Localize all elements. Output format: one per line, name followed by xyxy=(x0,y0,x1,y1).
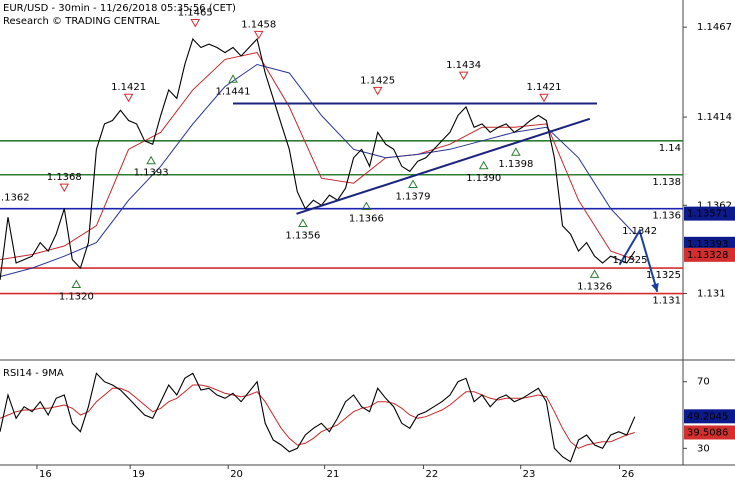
level-label: 1.14 xyxy=(659,143,681,154)
price-line xyxy=(0,372,636,463)
price-tag-label: 1.13571 xyxy=(687,209,728,220)
low-marker xyxy=(478,160,489,170)
low-marker xyxy=(361,201,372,211)
rsi-title: RSI14 - 9MA xyxy=(3,368,64,379)
annotation-label: 1.1379 xyxy=(396,191,431,202)
annotation-label: 1.1356 xyxy=(285,230,320,241)
y-tick-label: 1.1414 xyxy=(697,112,732,123)
price-tag-label: 39.5086 xyxy=(687,427,728,438)
annotation-label: 1.1320 xyxy=(59,292,94,303)
chart-title: EUR/USD - 30min - 11/26/2018 05:35:56 (C… xyxy=(3,3,236,14)
low-marker xyxy=(408,179,418,188)
low-marker xyxy=(146,155,156,165)
annotation-label: 1.1368 xyxy=(47,172,82,183)
annotation-label: 1.1390 xyxy=(466,173,501,184)
level-label: 1.131 xyxy=(652,296,681,307)
annotation-label: 1.1398 xyxy=(498,159,533,170)
y-tick-label: 1.1467 xyxy=(697,22,732,33)
level-label: 1.138 xyxy=(652,177,681,188)
annotation-label: 1.1326 xyxy=(577,281,612,292)
moving-average xyxy=(0,63,636,278)
annotation-label: 1.1434 xyxy=(446,60,481,71)
annotation-label: 1.1425 xyxy=(360,75,395,86)
price-tag xyxy=(684,206,735,221)
price-tag-label: 1.13328 xyxy=(687,250,728,261)
annotation-label: 1.1393 xyxy=(134,168,169,179)
x-tick-label: 19 xyxy=(132,469,145,480)
price-tag xyxy=(684,425,735,440)
annotation-label: 1.1366 xyxy=(349,214,384,225)
y-tick-label: 30 xyxy=(697,443,710,454)
price-tag-label: 49.2045 xyxy=(687,411,728,422)
annotation-label: 1.1458 xyxy=(241,19,276,30)
chart-subtitle: Research © TRADING CENTRAL xyxy=(3,16,160,27)
price-tag xyxy=(684,247,735,262)
annotation-label: 1.1421 xyxy=(111,82,146,93)
annotation-label: 1.1421 xyxy=(526,82,561,93)
price-tag xyxy=(684,409,735,424)
moving-average xyxy=(0,52,635,261)
trend-line xyxy=(296,117,591,215)
annotation-label: 1.1465 xyxy=(178,8,213,19)
trend-line xyxy=(618,228,659,293)
annotation-label: 1.1441 xyxy=(216,86,251,97)
y-tick-label: 1.1362 xyxy=(697,200,732,211)
high-marker xyxy=(253,30,264,40)
high-marker xyxy=(372,86,383,96)
price-tag xyxy=(684,236,735,251)
high-marker xyxy=(190,19,201,28)
x-tick-label: 16 xyxy=(39,469,52,480)
y-tick-label: 1.131 xyxy=(697,289,726,300)
low-marker xyxy=(511,147,521,156)
moving-average xyxy=(0,384,635,449)
arrow-head xyxy=(651,282,659,292)
x-tick-label: 20 xyxy=(230,469,243,480)
x-tick-label: 22 xyxy=(425,469,438,480)
annotation-label: 1.1362 xyxy=(0,192,30,203)
annotation-label: 1.1342 xyxy=(622,226,657,237)
high-marker xyxy=(123,93,134,103)
low-marker xyxy=(589,269,600,278)
level-label: 1.1325 xyxy=(646,270,681,281)
low-marker xyxy=(71,279,82,289)
y-tick-label: 70 xyxy=(697,377,710,388)
x-tick-label: 23 xyxy=(523,469,536,480)
price-line xyxy=(0,37,636,281)
x-tick-label: 26 xyxy=(622,469,635,480)
high-marker xyxy=(59,183,70,193)
price-tag-label: 1.13393 xyxy=(687,239,728,250)
x-tick-label: 21 xyxy=(327,469,340,480)
high-marker xyxy=(539,93,549,103)
low-marker xyxy=(298,218,308,227)
annotation-label: 1.1325 xyxy=(612,255,647,266)
low-marker xyxy=(228,74,238,83)
level-label: 1.136 xyxy=(652,211,681,222)
high-marker xyxy=(458,71,469,81)
